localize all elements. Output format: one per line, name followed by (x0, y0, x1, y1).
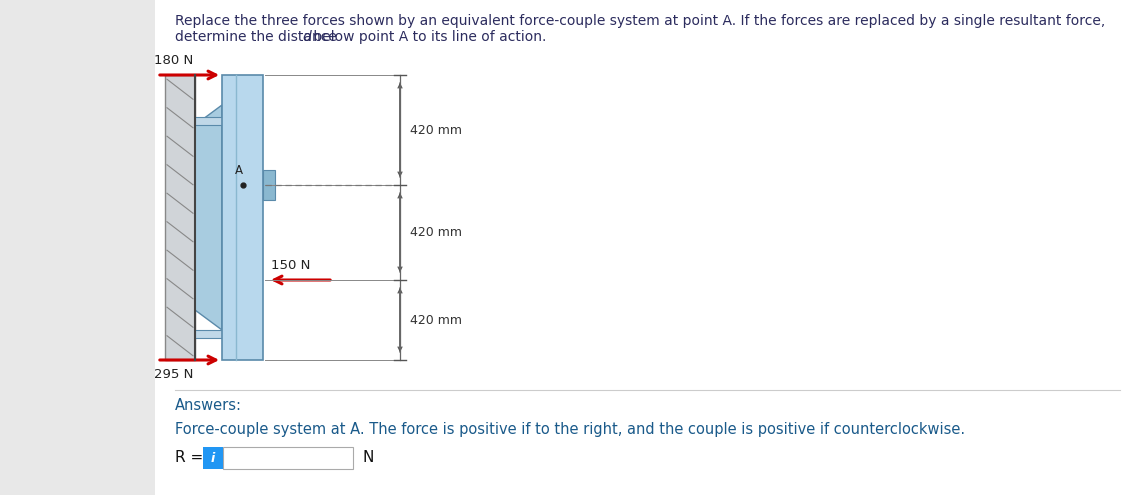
Bar (195, 330, 222, 338)
Text: A: A (235, 164, 242, 177)
Bar (165, 75, 195, 360)
Text: d: d (303, 30, 312, 44)
Text: 180 N: 180 N (154, 54, 194, 67)
Text: 420 mm: 420 mm (410, 123, 462, 137)
Bar (263, 170, 275, 200)
Text: 420 mm: 420 mm (410, 226, 462, 239)
Bar (0, 0, 155, 495)
Polygon shape (195, 105, 222, 330)
Text: Force-couple system at A. The force is positive if to the right, and the couple : Force-couple system at A. The force is p… (174, 422, 965, 437)
Bar (195, 117, 222, 125)
Text: 420 mm: 420 mm (410, 313, 462, 327)
Text: Replace the three forces shown by an equivalent force-couple system at point A. : Replace the three forces shown by an equ… (174, 14, 1106, 28)
Bar (203, 447, 223, 469)
Bar (155, 0, 1133, 495)
Text: i: i (211, 451, 215, 464)
Text: N: N (363, 450, 374, 465)
Bar (222, 75, 263, 360)
Bar (223, 447, 353, 469)
Text: R =: R = (174, 450, 203, 465)
Text: below point A to its line of action.: below point A to its line of action. (308, 30, 546, 44)
Text: determine the distance: determine the distance (174, 30, 341, 44)
Text: 295 N: 295 N (154, 368, 194, 381)
Text: 150 N: 150 N (271, 259, 310, 272)
Text: Answers:: Answers: (174, 398, 242, 413)
